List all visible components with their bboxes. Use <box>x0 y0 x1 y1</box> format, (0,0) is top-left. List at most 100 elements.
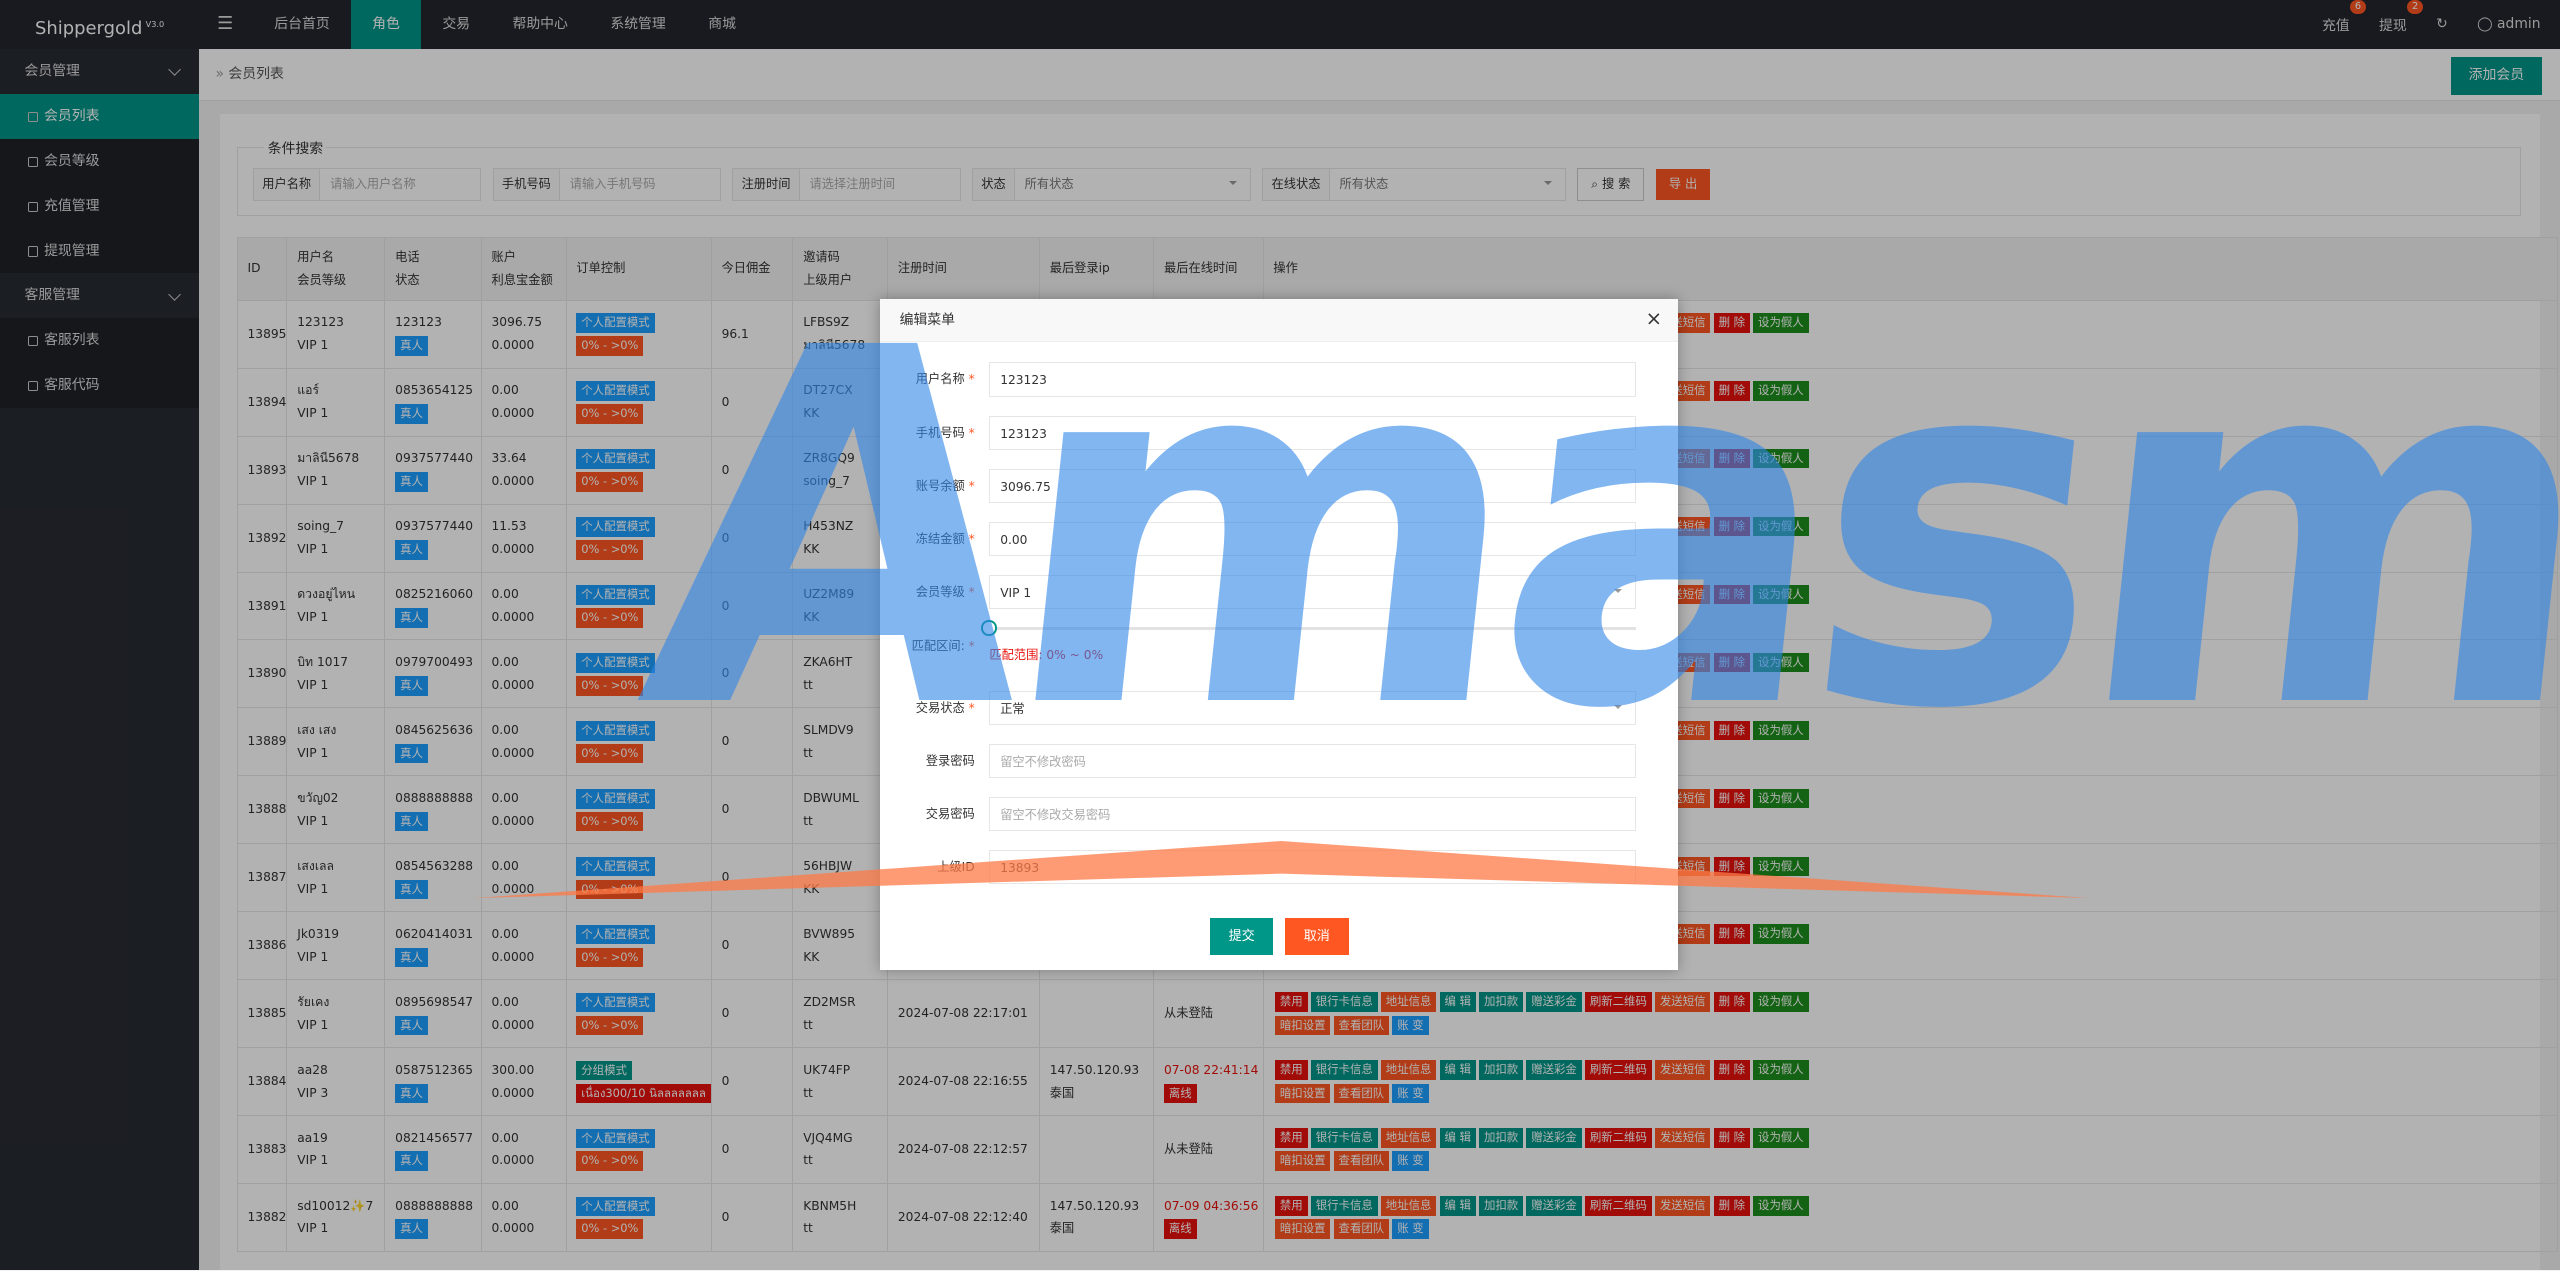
op-button[interactable]: 地址信息 <box>1380 992 1437 1012</box>
user-menu[interactable]: ◯ admin <box>2477 16 2541 33</box>
op-button[interactable]: 查看团队 <box>1333 1015 1390 1036</box>
op-button[interactable]: 删 除 <box>1713 313 1750 333</box>
op-button[interactable]: 赠送彩金 <box>1526 1196 1582 1216</box>
op-button[interactable]: 暗扣设置 <box>1275 1151 1331 1172</box>
op-button[interactable]: 账 变 <box>1392 1083 1429 1104</box>
menu-toggle[interactable]: ☰ <box>217 13 234 34</box>
op-button[interactable]: 银行卡信息 <box>1310 1128 1378 1148</box>
recharge[interactable]: 充值 6 <box>2322 0 2366 34</box>
op-button[interactable]: 删 除 <box>1713 992 1750 1012</box>
op-button[interactable]: 禁用 <box>1275 992 1308 1012</box>
close-button[interactable]: × <box>1645 306 1663 330</box>
op-button[interactable]: 加扣款 <box>1479 992 1524 1012</box>
field-input[interactable]: 123123 <box>989 415 1636 450</box>
field-input[interactable]: 13893 <box>989 849 1636 885</box>
op-button[interactable]: 加扣款 <box>1479 1128 1524 1148</box>
op-button[interactable]: 设为假人 <box>1753 516 1809 537</box>
nav-item[interactable]: 帮助中心 <box>512 16 568 32</box>
op-button[interactable]: 账 变 <box>1392 1015 1429 1036</box>
menu-item[interactable]: 充值管理 <box>0 183 200 229</box>
field-input[interactable]: VIP 1 <box>989 574 1636 609</box>
op-button[interactable]: 加扣款 <box>1479 1196 1524 1216</box>
select-input[interactable]: 所有状态 <box>1015 169 1250 200</box>
nav-item[interactable]: 商城 <box>708 16 736 32</box>
menu-item[interactable]: 提现管理 <box>0 228 200 274</box>
menu-item[interactable]: 客服列表 <box>0 318 200 364</box>
menu-group[interactable]: 会员管理 <box>0 49 199 94</box>
op-button[interactable]: 设为假人 <box>1753 788 1809 809</box>
menu-item[interactable]: 客服代码 <box>0 363 200 409</box>
nav-item[interactable]: 系统管理 <box>610 16 666 32</box>
export-button[interactable]: 导 出 <box>1655 169 1711 201</box>
op-button[interactable]: 查看团队 <box>1333 1083 1390 1104</box>
field-input[interactable]: 请输入手机号码 <box>569 177 656 192</box>
refresh[interactable]: ↻ <box>2436 16 2448 33</box>
menu-item[interactable]: 会员列表 <box>0 93 200 139</box>
nav-item[interactable]: 角色 <box>350 0 422 49</box>
op-button[interactable]: 删 除 <box>1713 788 1750 809</box>
op-button[interactable]: 暗扣设置 <box>1275 1219 1331 1240</box>
op-button[interactable]: 地址信息 <box>1380 1060 1437 1080</box>
op-button[interactable]: 删 除 <box>1713 1196 1750 1216</box>
field-input[interactable]: 正常 <box>989 690 1636 725</box>
op-button[interactable]: 银行卡信息 <box>1310 1060 1378 1080</box>
op-button[interactable]: 删 除 <box>1713 652 1750 673</box>
op-button[interactable]: 查看团队 <box>1333 1151 1390 1172</box>
slider-knob[interactable] <box>981 620 997 636</box>
op-button[interactable]: 删 除 <box>1713 1060 1750 1080</box>
op-button[interactable]: 删 除 <box>1713 448 1750 469</box>
op-button[interactable]: 禁用 <box>1275 1196 1308 1216</box>
field-input[interactable]: 3096.75 <box>989 468 1636 503</box>
op-button[interactable]: 刷新二维码 <box>1584 1128 1652 1148</box>
op-button[interactable]: 暗扣设置 <box>1275 1083 1331 1104</box>
menu-group[interactable]: 客服管理 <box>0 273 199 318</box>
op-button[interactable]: 地址信息 <box>1380 1196 1437 1216</box>
op-button[interactable]: 禁用 <box>1275 1128 1308 1148</box>
op-button[interactable]: 刷新二维码 <box>1584 1060 1652 1080</box>
op-button[interactable]: 设为假人 <box>1753 380 1809 401</box>
field-input[interactable]: 请选择注册时间 <box>809 177 896 192</box>
op-button[interactable]: 设为假人 <box>1753 313 1809 333</box>
op-button[interactable]: 编 辑 <box>1439 1196 1476 1216</box>
field-input[interactable]: 请输入用户名称 <box>330 177 416 192</box>
op-button[interactable]: 加扣款 <box>1479 1060 1524 1080</box>
op-button[interactable]: 删 除 <box>1713 584 1750 605</box>
op-button[interactable]: 删 除 <box>1713 380 1750 401</box>
op-button[interactable]: 设为假人 <box>1753 448 1809 469</box>
withdraw[interactable]: 提现 2 <box>2379 0 2424 34</box>
nav-item[interactable]: 后台首页 <box>274 16 330 32</box>
submit-button[interactable]: 提交 <box>1209 917 1274 956</box>
op-button[interactable]: 设为假人 <box>1753 1060 1809 1080</box>
op-button[interactable]: 账 变 <box>1392 1151 1429 1172</box>
search-field[interactable]: 手机号码 请输入手机号码 <box>492 168 721 202</box>
search-select[interactable]: 在线状态 所有状态 <box>1262 168 1566 202</box>
op-button[interactable]: 银行卡信息 <box>1310 1196 1378 1216</box>
nav-item[interactable]: 交易 <box>442 16 471 32</box>
op-button[interactable]: 删 除 <box>1713 516 1750 537</box>
op-button[interactable]: 编 辑 <box>1439 1060 1476 1080</box>
field-input[interactable]: 123123 <box>989 362 1636 397</box>
search-button[interactable]: ⌕ 搜 索 <box>1577 168 1645 202</box>
op-button[interactable]: 刷新二维码 <box>1584 1196 1652 1216</box>
op-button[interactable]: 删 除 <box>1713 1128 1750 1148</box>
op-button[interactable]: 暗扣设置 <box>1275 1015 1331 1036</box>
field-input[interactable]: 0.00 <box>989 521 1636 556</box>
op-button[interactable]: 设为假人 <box>1753 584 1809 605</box>
op-button[interactable]: 设为假人 <box>1753 720 1809 741</box>
field-input[interactable]: 留空不修改密码 <box>989 743 1636 778</box>
field-input[interactable]: 留空不修改交易密码 <box>989 796 1636 832</box>
op-button[interactable]: 设为假人 <box>1753 1196 1809 1216</box>
op-button[interactable]: 赠送彩金 <box>1526 1128 1582 1148</box>
op-button[interactable]: 删 除 <box>1713 924 1750 945</box>
op-button[interactable]: 设为假人 <box>1753 652 1809 673</box>
op-button[interactable]: 赠送彩金 <box>1526 1060 1582 1080</box>
op-button[interactable]: 地址信息 <box>1380 1128 1437 1148</box>
op-button[interactable]: 设为假人 <box>1753 992 1809 1012</box>
search-field[interactable]: 用户名称 请输入用户名称 <box>253 168 482 202</box>
menu-item[interactable]: 会员等级 <box>0 138 200 184</box>
op-button[interactable]: 编 辑 <box>1439 992 1476 1012</box>
op-button[interactable]: 发送短信 <box>1655 1128 1711 1148</box>
op-button[interactable]: 发送短信 <box>1655 1060 1711 1080</box>
op-button[interactable]: 银行卡信息 <box>1310 992 1378 1012</box>
op-button[interactable]: 设为假人 <box>1753 924 1809 945</box>
